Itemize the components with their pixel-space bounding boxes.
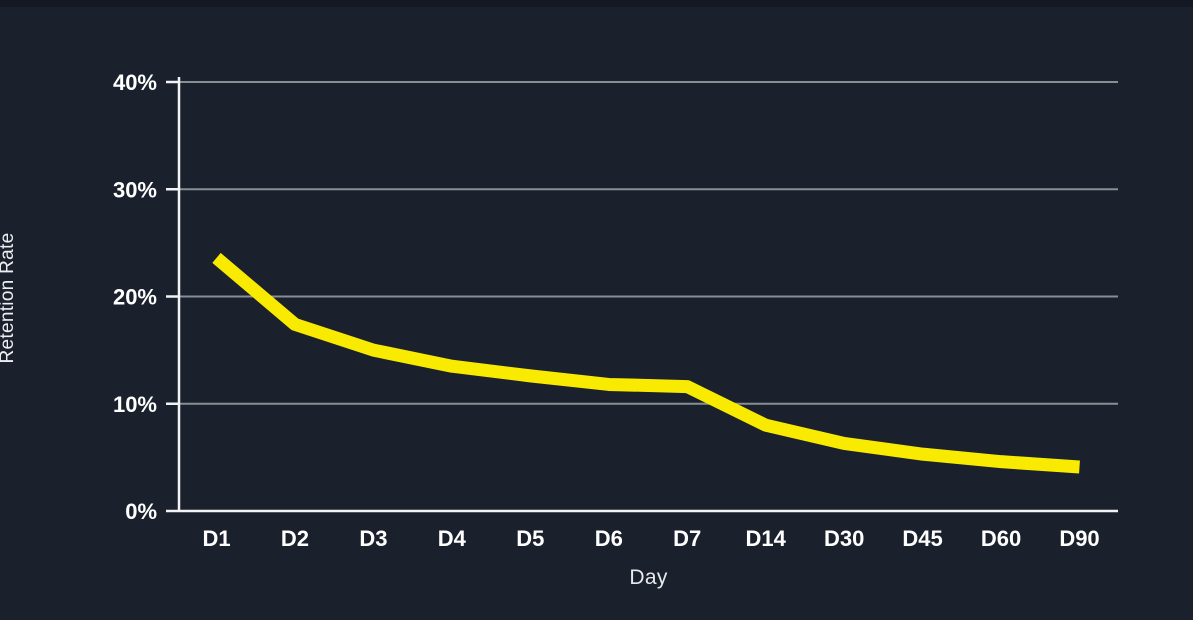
- x-tick-label-D1: D1: [202, 526, 230, 551]
- x-tick-label-D60: D60: [981, 526, 1021, 551]
- y-tick-label-20: 20%: [113, 285, 157, 310]
- x-tick-label-D4: D4: [438, 526, 467, 551]
- retention-rate-line: [212, 252, 1080, 474]
- x-tick-label-D7: D7: [673, 526, 701, 551]
- y-tick-label-0: 0%: [125, 499, 157, 524]
- x-axis-title: Day: [629, 566, 668, 589]
- y-axis-title: Retention Rate: [0, 232, 18, 364]
- y-tick-label-40: 40%: [113, 70, 157, 95]
- x-tick-label-D2: D2: [281, 526, 309, 551]
- x-tick-label-D14: D14: [746, 526, 787, 551]
- y-tick-label-30: 30%: [113, 177, 157, 202]
- x-tick-label-D30: D30: [824, 526, 864, 551]
- y-tick-label-10: 10%: [113, 392, 157, 417]
- x-tick-label-D90: D90: [1059, 526, 1099, 551]
- x-tick-label-D45: D45: [902, 526, 942, 551]
- x-tick-label-D5: D5: [516, 526, 544, 551]
- x-tick-label-D3: D3: [359, 526, 387, 551]
- window-top-edge: [0, 0, 1193, 7]
- x-tick-label-D6: D6: [595, 526, 623, 551]
